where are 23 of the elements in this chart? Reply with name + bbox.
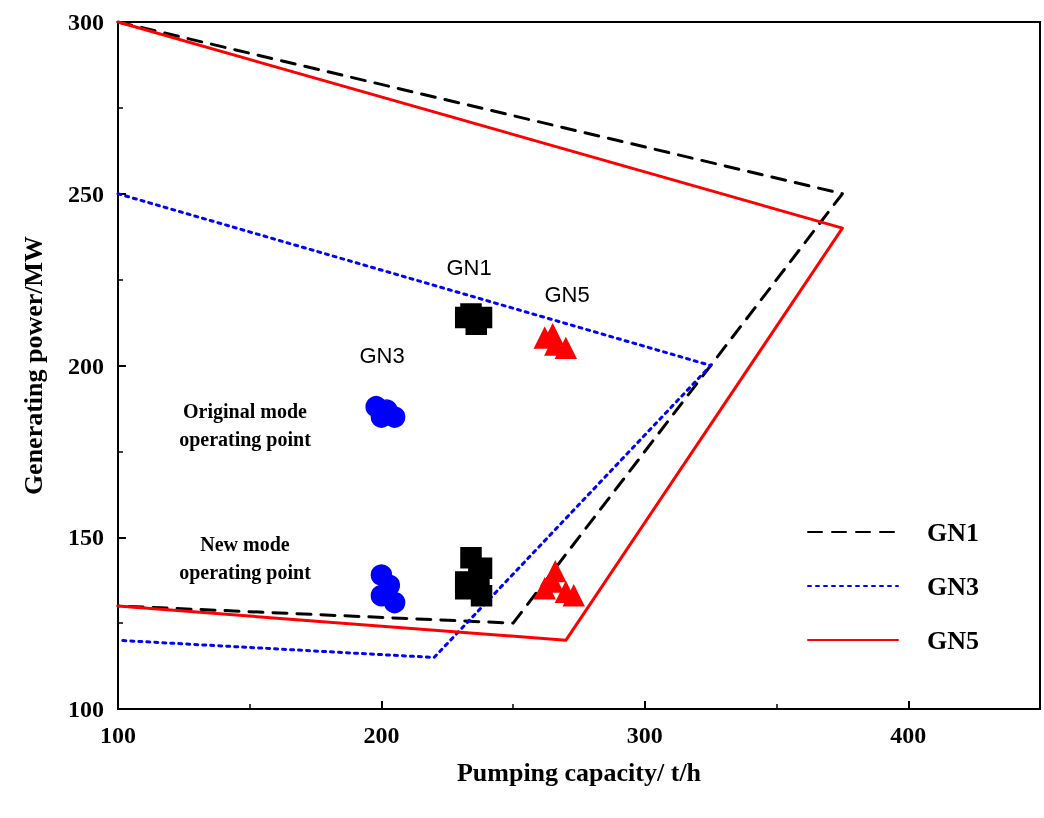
annotation: GN5 [544,281,590,307]
legend-label: GN1 [927,517,979,547]
annotation: GN3 [359,342,405,368]
annotation: New mode operating point [179,533,312,584]
point [562,584,585,607]
x-tick-label: 200 [363,722,400,748]
x-tick-label: 400 [890,722,927,748]
x-tick-label: 100 [100,722,136,748]
y-tick-label: 200 [68,352,104,379]
legend-label: GN5 [927,625,979,655]
y-tick-label: 150 [68,524,104,551]
annotation: GN1 [446,254,492,280]
y-tick-label: 250 [68,180,104,207]
x-tick-label: 300 [626,722,663,748]
y-tick-label: 300 [68,9,104,35]
line-series [116,192,713,659]
y-tick-label: 100 [68,696,104,722]
annotation: Original mode operating point [179,400,312,451]
y-axis-title: Generating power/MW [18,235,48,496]
point [555,337,577,360]
legend-label: GN3 [927,571,979,601]
point [383,591,406,614]
x-axis-title: Pumping capacity/ t/h [456,757,702,787]
